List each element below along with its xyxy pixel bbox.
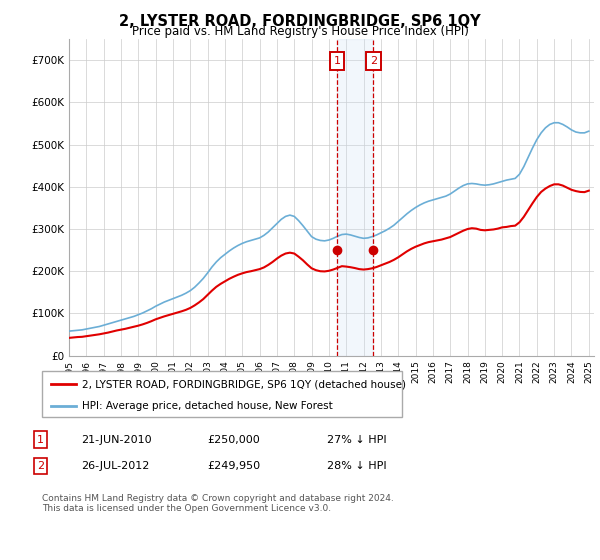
Text: £250,000: £250,000 bbox=[207, 435, 260, 445]
Text: 21-JUN-2010: 21-JUN-2010 bbox=[81, 435, 152, 445]
Text: 28% ↓ HPI: 28% ↓ HPI bbox=[327, 461, 386, 471]
Text: 2: 2 bbox=[370, 57, 377, 66]
Bar bbox=[337, 39, 373, 356]
Text: 27% ↓ HPI: 27% ↓ HPI bbox=[327, 435, 386, 445]
Text: 26-JUL-2012: 26-JUL-2012 bbox=[81, 461, 149, 471]
Text: 1: 1 bbox=[334, 57, 341, 66]
Text: £249,950: £249,950 bbox=[207, 461, 260, 471]
Text: 2, LYSTER ROAD, FORDINGBRIDGE, SP6 1QY (detached house): 2, LYSTER ROAD, FORDINGBRIDGE, SP6 1QY (… bbox=[82, 379, 406, 389]
Text: Contains HM Land Registry data © Crown copyright and database right 2024.
This d: Contains HM Land Registry data © Crown c… bbox=[42, 494, 394, 514]
Text: 2: 2 bbox=[37, 461, 44, 471]
Text: HPI: Average price, detached house, New Forest: HPI: Average price, detached house, New … bbox=[82, 401, 332, 410]
Text: 2, LYSTER ROAD, FORDINGBRIDGE, SP6 1QY: 2, LYSTER ROAD, FORDINGBRIDGE, SP6 1QY bbox=[119, 14, 481, 29]
Text: 1: 1 bbox=[37, 435, 44, 445]
Text: Price paid vs. HM Land Registry's House Price Index (HPI): Price paid vs. HM Land Registry's House … bbox=[131, 25, 469, 38]
